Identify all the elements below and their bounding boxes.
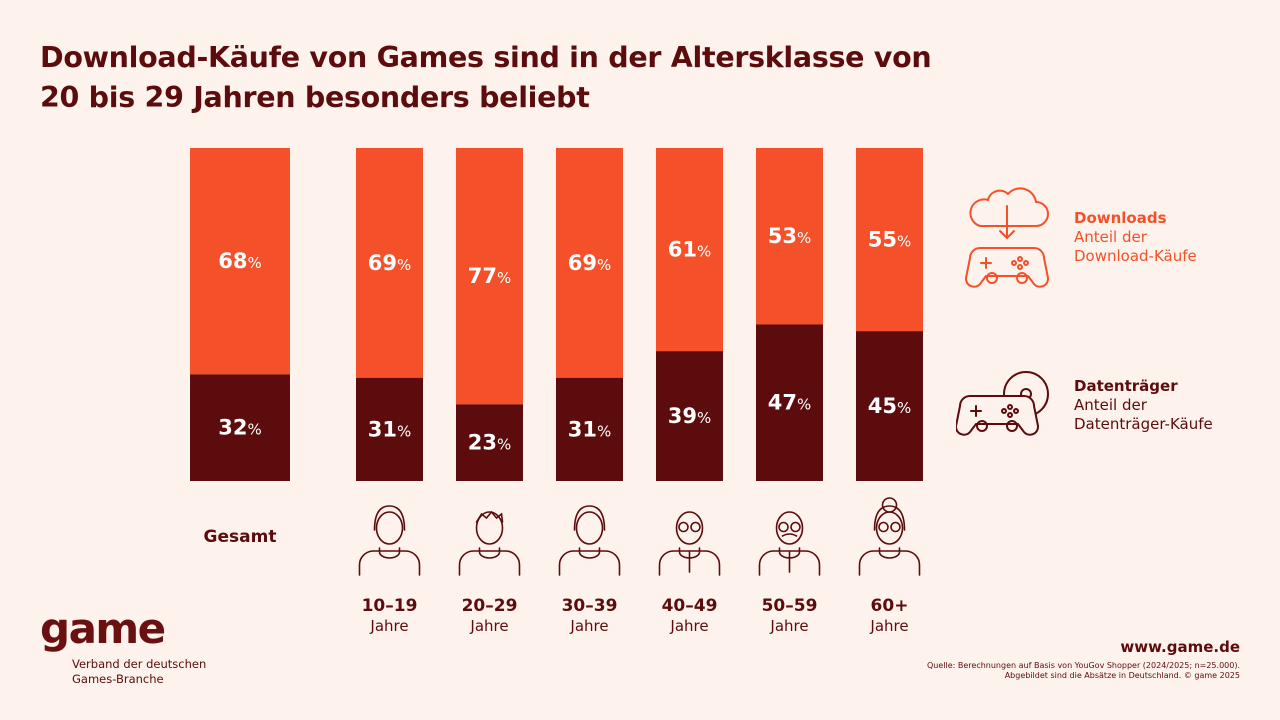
bar-downloads <box>456 148 523 405</box>
bar-downloads <box>190 148 290 375</box>
category-label: 30–39 <box>562 596 618 616</box>
bar-downloads <box>856 148 923 332</box>
category-label: 40–49 <box>662 596 718 616</box>
logo-subtitle: Verband der deutschen Games-Branche <box>72 657 206 687</box>
data-label-downloads: 55% <box>868 228 912 252</box>
data-label-datentraeger: 31% <box>368 417 412 441</box>
data-label-datentraeger: 23% <box>468 431 512 455</box>
legend-downloads: Downloads Anteil der Download-Käufe <box>1074 209 1197 266</box>
cloud-download-gamepad-icon <box>964 187 1050 288</box>
category-label: 60+ <box>871 596 909 616</box>
legend-datentraeger: Datenträger Anteil der Datenträger-Käufe <box>1074 377 1213 434</box>
legend-datentraeger-title: Datenträger <box>1074 377 1178 395</box>
bar-datentraeger <box>456 404 523 481</box>
disc-gamepad-icon <box>956 371 1049 436</box>
bar-datentraeger <box>856 331 923 481</box>
legend-downloads-title: Downloads <box>1074 209 1167 227</box>
data-label-downloads: 77% <box>468 264 512 288</box>
person-senior-icon <box>858 497 921 576</box>
bar-datentraeger <box>756 324 823 481</box>
website-link[interactable]: www.game.de <box>1120 638 1240 656</box>
data-label-downloads: 69% <box>368 251 412 275</box>
bar-datentraeger <box>656 351 723 481</box>
category-sublabel: Jahre <box>569 617 608 635</box>
category-sublabel: Jahre <box>769 617 808 635</box>
bar-downloads <box>656 148 723 352</box>
logo-subtitle-line1: Verband der deutschen <box>72 657 207 671</box>
person-glasses-icon <box>658 511 721 576</box>
data-label-downloads: 69% <box>568 251 612 275</box>
data-label-downloads: 61% <box>668 238 712 262</box>
source-line1: Quelle: Berechnungen auf Basis von YouGo… <box>926 661 1240 670</box>
person-woman-icon <box>558 505 621 576</box>
data-label-datentraeger: 47% <box>768 391 812 415</box>
data-label-datentraeger: 39% <box>668 404 712 428</box>
bar-datentraeger <box>190 374 290 481</box>
legend-datentraeger-line2: Datenträger-Käufe <box>1074 415 1213 433</box>
data-label-datentraeger: 32% <box>218 416 262 440</box>
legend-downloads-line1: Anteil der <box>1074 228 1147 246</box>
source-note: Quelle: Berechnungen auf Basis von YouGo… <box>820 661 1240 681</box>
legend-downloads-line2: Download-Käufe <box>1074 247 1197 265</box>
person-mustache-icon <box>758 511 821 576</box>
data-label-datentraeger: 45% <box>868 394 912 418</box>
category-label: 10–19 <box>362 596 418 616</box>
person-young-icon <box>358 505 421 576</box>
bar-downloads <box>356 148 423 378</box>
bar-downloads <box>756 148 823 325</box>
logo-subtitle-line2: Games-Branche <box>72 672 164 686</box>
game-logo: game <box>40 604 166 653</box>
bar-datentraeger <box>356 377 423 481</box>
bar-datentraeger <box>556 377 623 481</box>
person-young-man-icon <box>458 510 521 576</box>
category-sublabel: Jahre <box>369 617 408 635</box>
data-label-datentraeger: 31% <box>568 417 612 441</box>
source-line2: Abgebildet sind die Absätze in Deutschla… <box>1004 671 1240 680</box>
data-label-downloads: 53% <box>768 224 812 248</box>
category-label: Gesamt <box>204 527 277 547</box>
bar-downloads <box>556 148 623 378</box>
category-sublabel: Jahre <box>469 617 508 635</box>
chart-title: Download-Käufe von Games sind in der Alt… <box>40 41 932 114</box>
category-sublabel: Jahre <box>669 617 708 635</box>
data-label-downloads: 68% <box>218 249 262 273</box>
category-sublabel: Jahre <box>869 617 908 635</box>
category-label: 20–29 <box>462 596 518 616</box>
category-label: 50–59 <box>762 596 818 616</box>
legend-datentraeger-line1: Anteil der <box>1074 396 1147 414</box>
